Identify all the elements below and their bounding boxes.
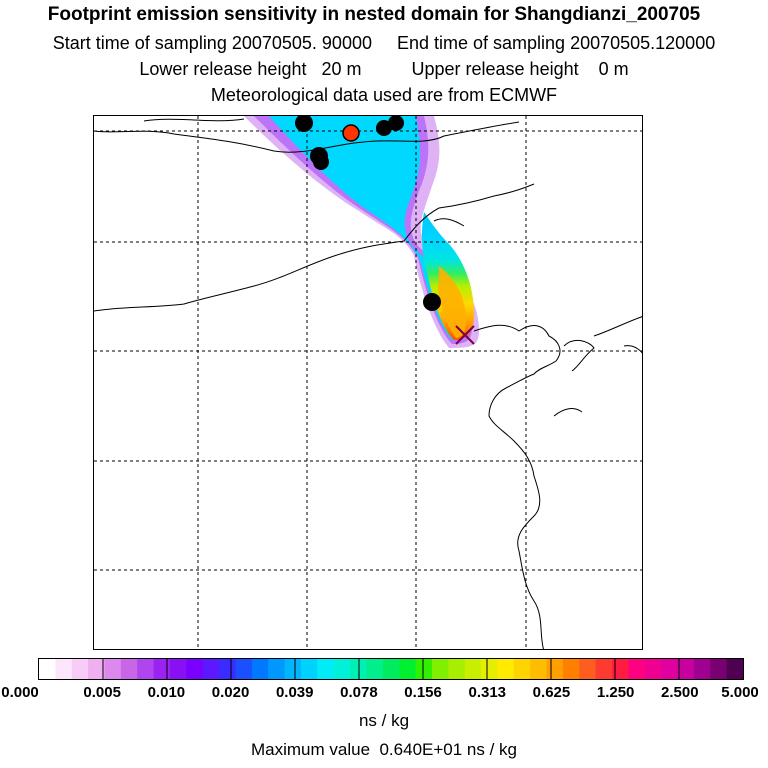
colorbar-swatch (661, 659, 679, 679)
colorbar-swatch (513, 659, 531, 679)
colorbar-swatch (137, 659, 155, 679)
colorbar-swatch (726, 659, 743, 679)
colorbar-tick-label: 0.313 (468, 684, 507, 701)
colorbar-tick-label: 2.500 (661, 684, 699, 701)
colorbar-tick-label: 0.039 (275, 684, 314, 701)
colorbar-swatch (595, 659, 613, 679)
colorbar-swatch (153, 659, 171, 679)
colorbar-swatch (317, 659, 335, 679)
colorbar-tick-label: 0.005 (83, 684, 121, 701)
colorbar-tick-label: 0.625 (532, 684, 571, 701)
site-marker (423, 293, 441, 311)
release-point-icon (455, 325, 475, 345)
colorbar-swatch (219, 659, 237, 679)
units-label: ns / kg (358, 711, 410, 730)
footprint-map (93, 115, 643, 650)
emission-sites (295, 116, 441, 311)
colorbar-swatch (120, 659, 138, 679)
colorbar-swatch (612, 659, 629, 679)
site-marker (376, 120, 392, 136)
plume-outer-fringe (244, 116, 479, 348)
receptor-marker (342, 124, 360, 142)
colorbar-swatch (448, 659, 466, 679)
colorbar-tick-label: 0.078 (340, 684, 378, 701)
colorbar-tick-label: 0.010 (147, 684, 186, 701)
colorbar-swatch (710, 659, 728, 679)
colorbar-swatch (235, 659, 253, 679)
colorbar-tick-label: 1.250 (596, 684, 635, 701)
colorbar-swatch (497, 659, 515, 679)
map-title: Footprint emission sensitivity in nested… (47, 4, 701, 25)
colorbar-swatch (186, 659, 204, 679)
colorbar-swatch (169, 659, 187, 679)
colorbar-swatch (546, 659, 564, 679)
colorbar-swatch (677, 659, 695, 679)
colorbar-swatch (693, 659, 711, 679)
colorbar-tick-label: 5.000 (721, 684, 759, 701)
colorbar-swatch (628, 659, 646, 679)
colorbar-swatch (104, 659, 122, 679)
colorbar-swatch (88, 659, 106, 679)
plume-core (438, 266, 466, 338)
colorbar-swatch (399, 659, 417, 679)
colorbar-swatch (55, 659, 73, 679)
colorbar-swatch (579, 659, 597, 679)
plume-main-body (269, 116, 466, 340)
colorbar-tick-label: 0.000 (1, 684, 39, 701)
colorbar-swatch (530, 659, 548, 679)
colorbar-swatch (415, 659, 433, 679)
maximum-value-label: Maximum value 0.640E+01 ns / kg (251, 740, 517, 759)
site-marker (313, 154, 329, 170)
colorbar-swatch (71, 659, 89, 679)
colorbar-swatch (202, 659, 220, 679)
colorbar-swatch (251, 659, 269, 679)
colorbar-swatch (431, 659, 449, 679)
colorbar-swatch (39, 659, 56, 679)
colorbar-swatch (481, 659, 499, 679)
meteo-source-line: Meteorological data used are from ECMWF (210, 85, 558, 105)
colorbar (38, 658, 744, 680)
colorbar-tick-label: 0.156 (404, 684, 442, 701)
colorbar-swatch (333, 659, 351, 679)
lat-lon-grid (94, 116, 642, 649)
release-height-line: Lower release height 20 m Upper release … (139, 59, 629, 79)
colorbar-tick-label: 0.020 (211, 684, 250, 701)
colorbar-swatch (366, 659, 384, 679)
colorbar-swatch (300, 659, 318, 679)
site-marker (388, 116, 404, 131)
colorbar-swatch (562, 659, 580, 679)
colorbar-swatch (284, 659, 302, 679)
coastlines (94, 118, 642, 649)
sampling-time-line: Start time of sampling 20070505. 90000 E… (52, 33, 716, 53)
colorbar-swatch (464, 659, 482, 679)
colorbar-swatch (382, 659, 400, 679)
site-marker (295, 116, 313, 132)
colorbar-swatch (268, 659, 286, 679)
colorbar-swatch (644, 659, 662, 679)
